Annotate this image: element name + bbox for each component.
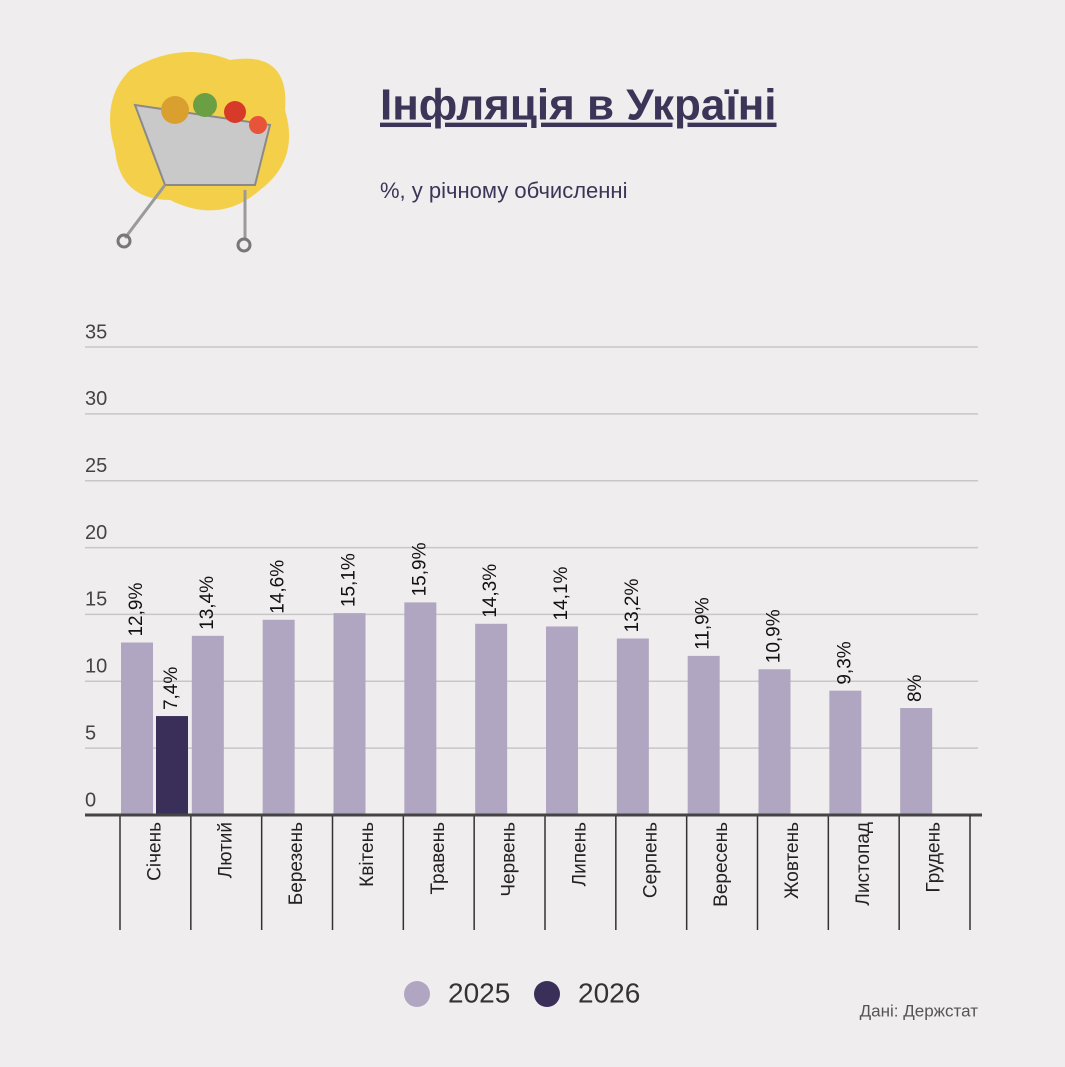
- bar: [333, 613, 366, 815]
- x-tick-label: Січень: [144, 822, 165, 881]
- bar: [121, 642, 153, 815]
- source: Дані: Держстат: [860, 1001, 979, 1020]
- value-label: 10,9%: [764, 609, 785, 663]
- value-label: 15,1%: [339, 553, 360, 607]
- value-label: 8%: [905, 674, 926, 702]
- legend-swatch: [404, 981, 430, 1007]
- bar: [687, 655, 720, 815]
- y-tick-label: 5: [85, 722, 96, 744]
- chart-subtitle: %, у річному обчисленні: [380, 178, 627, 203]
- y-tick-label: 30: [85, 388, 107, 410]
- y-tick-label: 35: [85, 321, 107, 343]
- x-tick-label: Листопад: [853, 822, 874, 906]
- y-tick-label: 25: [85, 455, 107, 477]
- bar: [829, 690, 862, 815]
- y-tick-label: 15: [85, 589, 107, 611]
- x-tick-label: Березень: [286, 822, 307, 905]
- x-tick-label: Липень: [569, 822, 590, 886]
- bar: [616, 638, 649, 815]
- bar: [546, 626, 578, 815]
- y-tick-label: 20: [85, 522, 107, 544]
- y-tick-label: 10: [85, 656, 107, 678]
- value-label: 14,1%: [551, 566, 572, 620]
- legend-label: 2025: [448, 977, 510, 1008]
- x-tick-label: Серпень: [640, 822, 661, 898]
- x-tick-label: Червень: [499, 822, 520, 897]
- bar: [475, 623, 508, 815]
- value-label: 13,2%: [622, 579, 643, 633]
- y-tick-label: 0: [85, 789, 96, 811]
- value-label: 12,9%: [126, 583, 147, 637]
- x-tick-label: Лютий: [215, 822, 236, 878]
- chart-title: Інфляція в Україні: [380, 81, 777, 130]
- bar: [404, 602, 437, 815]
- value-label: 13,4%: [197, 576, 218, 630]
- bar: [758, 669, 791, 815]
- value-label: 11,9%: [693, 597, 714, 650]
- value-label: 9,3%: [834, 641, 855, 684]
- x-tick-label: Квітень: [357, 822, 378, 887]
- value-label: 15,9%: [409, 542, 430, 596]
- value-label: 14,6%: [268, 560, 289, 614]
- bar: [262, 619, 295, 815]
- legend-label: 2026: [578, 977, 640, 1008]
- bar: [900, 708, 933, 815]
- x-tick-label: Вересень: [711, 822, 732, 907]
- legend-swatch: [534, 981, 560, 1007]
- bar: [156, 716, 188, 815]
- value-label: 14,3%: [480, 564, 501, 618]
- x-tick-label: Грудень: [924, 822, 945, 893]
- bar: [191, 635, 224, 815]
- x-tick-label: Травень: [428, 822, 449, 895]
- x-tick-label: Жовтень: [782, 822, 803, 899]
- cart-illustration: [110, 52, 290, 253]
- value-label: 7,4%: [161, 667, 182, 710]
